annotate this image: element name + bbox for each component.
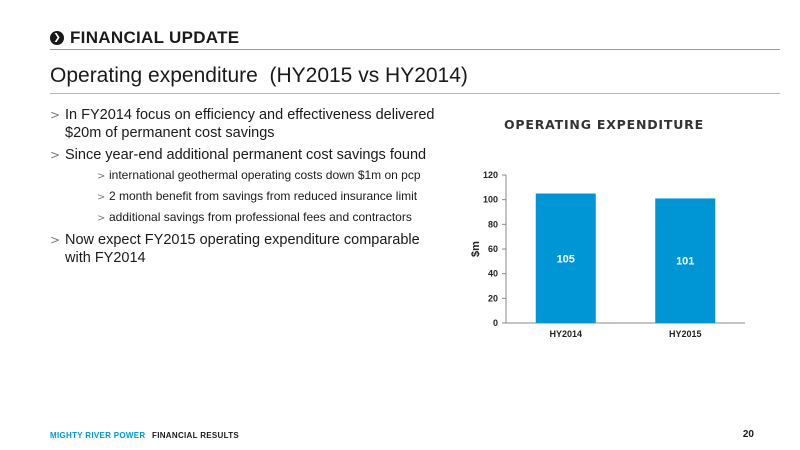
sub-bullet-item: > 2 month benefit from savings from redu…	[97, 189, 440, 204]
bar-chart: 0 20 40 60 80 100 120 $m 105 HY2014 101 HY2015	[470, 170, 745, 339]
bullet-text: In FY2014 focus on efficiency and effect…	[65, 107, 435, 141]
sub-bullet-item: > additional savings from professional f…	[97, 210, 440, 225]
x-tick-label: HY2014	[549, 329, 582, 339]
bullet-item: > Since year-end additional permanent co…	[50, 146, 440, 225]
bullet-marker: >	[50, 148, 61, 162]
bullet-text: Now expect FY2015 operating expenditure …	[65, 232, 420, 266]
bullet-marker: >	[50, 233, 61, 247]
sub-bullet-marker: >	[97, 192, 106, 203]
title-divider	[50, 93, 780, 94]
sub-bullet-list: > international geothermal operating cos…	[65, 168, 440, 225]
sub-bullet-text: additional savings from professional fee…	[109, 210, 412, 224]
chart-title: OPERATING EXPENDITURE	[504, 117, 704, 132]
y-tick-label: 20	[488, 293, 498, 303]
sub-bullet-marker: >	[97, 171, 106, 182]
bullet-item: > In FY2014 focus on efficiency and effe…	[50, 106, 440, 142]
footer: MIGHTY RIVER POWER FINANCIAL RESULTS	[50, 431, 239, 440]
bar-value-label: 105	[557, 253, 575, 265]
bar-value-label: 101	[676, 256, 694, 268]
footer-section: FINANCIAL RESULTS	[152, 431, 240, 440]
section-title: FINANCIAL UPDATE	[70, 28, 240, 47]
sub-bullet-item: > international geothermal operating cos…	[97, 168, 440, 183]
y-tick-label: 120	[483, 170, 498, 180]
y-tick-label: 60	[488, 244, 498, 254]
sub-bullet-text: 2 month benefit from savings from reduce…	[109, 189, 418, 203]
y-tick-label: 80	[488, 219, 498, 229]
page-title: Operating expenditure (HY2015 vs HY2014)	[50, 64, 468, 87]
bullet-text: Since year-end additional permanent cost…	[65, 147, 427, 163]
chevron-right-icon: ❯	[50, 31, 64, 45]
y-tick-label: 100	[483, 195, 498, 205]
header-divider	[50, 49, 780, 50]
section-header: ❯ FINANCIAL UPDATE	[50, 27, 239, 49]
y-tick-label: 0	[493, 318, 498, 328]
bullet-item: > Now expect FY2015 operating expenditur…	[50, 231, 440, 267]
bullet-marker: >	[50, 108, 61, 122]
footer-brand: MIGHTY RIVER POWER	[50, 431, 146, 440]
page-number: 20	[742, 429, 754, 440]
y-tick-label: 40	[488, 269, 498, 279]
sub-bullet-text: international geothermal operating costs…	[109, 168, 421, 182]
bar	[535, 193, 596, 323]
bullet-list: > In FY2014 focus on efficiency and effe…	[50, 106, 440, 271]
sub-bullet-marker: >	[97, 213, 106, 224]
x-tick-label: HY2015	[669, 329, 702, 339]
y-axis-label: $m	[470, 241, 482, 257]
bar	[655, 198, 716, 323]
